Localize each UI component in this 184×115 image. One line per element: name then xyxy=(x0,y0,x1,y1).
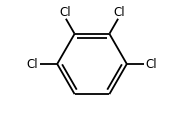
Text: Cl: Cl xyxy=(27,58,38,71)
Text: Cl: Cl xyxy=(146,58,157,71)
Text: Cl: Cl xyxy=(113,6,125,18)
Text: Cl: Cl xyxy=(59,6,71,18)
